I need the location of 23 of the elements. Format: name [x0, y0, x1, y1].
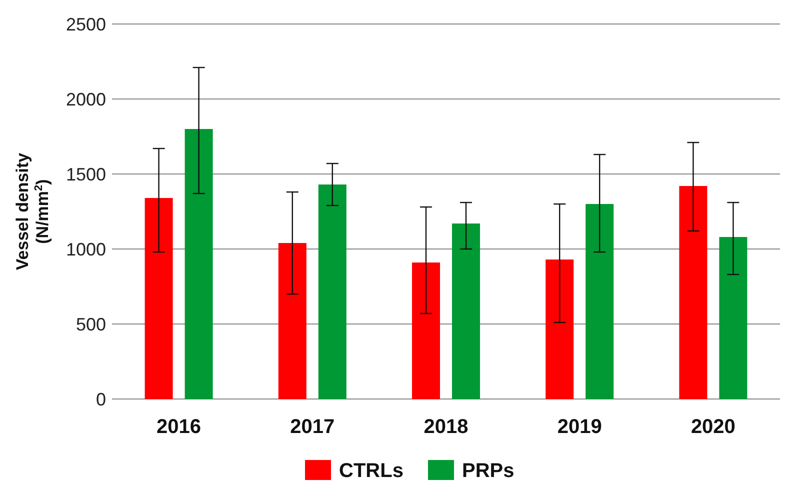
- bar: [719, 237, 748, 399]
- x-tick-label: 2020: [690, 416, 736, 438]
- bar: [412, 262, 440, 399]
- y-tick-label: 500: [76, 314, 106, 334]
- bar: [546, 260, 574, 399]
- bar: [184, 129, 213, 399]
- x-tick-label: 2016: [156, 416, 202, 438]
- legend-label: PRPs: [462, 460, 514, 482]
- bar: [144, 198, 173, 399]
- bar: [679, 186, 708, 399]
- legend-label: CTRLs: [339, 460, 404, 482]
- y-tick-label: 2500: [66, 14, 106, 34]
- x-tick-label: 2019: [557, 416, 602, 438]
- x-tick-label: 2018: [424, 416, 468, 438]
- x-tick-label: 2017: [290, 416, 335, 438]
- y-tick-label: 0: [96, 389, 106, 410]
- y-tick-label: 1500: [66, 164, 106, 184]
- bar: [278, 243, 306, 399]
- bar: [586, 204, 614, 399]
- bar: [318, 184, 346, 399]
- y-tick-label: 2000: [66, 89, 106, 110]
- bar: [452, 224, 480, 399]
- y-tick-label: 1000: [66, 239, 106, 260]
